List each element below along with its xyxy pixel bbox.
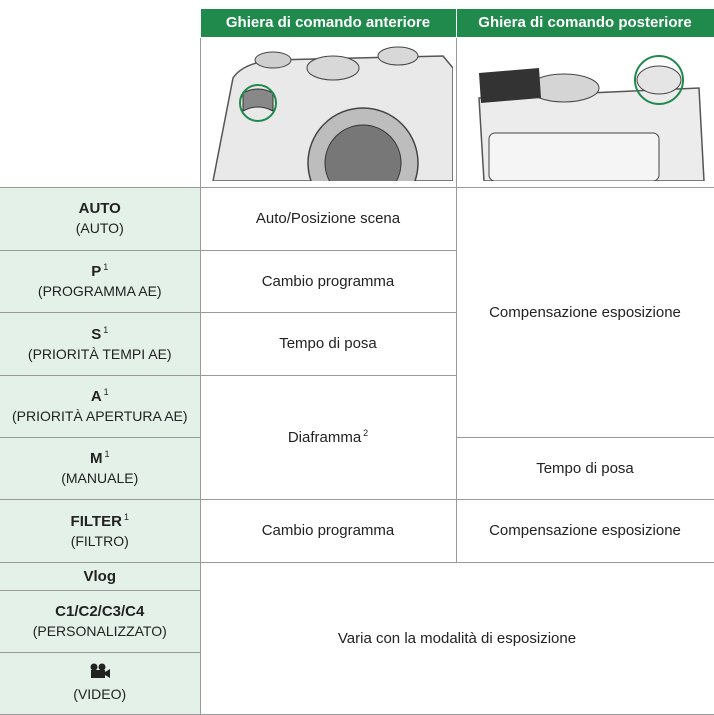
footnote-ref: 2 [363, 428, 369, 439]
front-dial-image [199, 37, 457, 219]
mode-name: S [91, 325, 102, 343]
mode-sub: (FILTRO) [70, 532, 129, 549]
mode-cell: FILTER 1 (FILTRO) [0, 499, 201, 564]
front-cell: Auto/Posizione scena [199, 187, 457, 252]
footnote-ref: 1 [103, 324, 109, 335]
mode-name: C1/C2/C3/C4 [55, 602, 145, 620]
mode-sub: (MANUALE) [61, 470, 139, 487]
footnote-ref: 1 [103, 387, 109, 397]
mode-cell: A 1 (PRIORITÀ APERTURA AE) [0, 375, 201, 439]
footnote-ref: 1 [123, 511, 129, 522]
mode-cell: P 1 (PROGRAMMA AE) [0, 250, 201, 314]
front-cell: Tempo di posa [199, 312, 457, 377]
mode-cell: S 1 (PRIORITÀ TEMPI AE) [0, 312, 201, 377]
rear-cell: Compensazione esposizione [455, 187, 714, 439]
mode-sub: (AUTO) [75, 220, 124, 237]
footnote-ref: 1 [104, 449, 110, 459]
footnote-ref: 1 [103, 262, 109, 272]
rear-cell: Compensazione esposizione [455, 499, 714, 564]
rear-dial-image [455, 37, 714, 189]
camera-front-illustration [212, 46, 454, 219]
column-header: Ghiera di comando anteriore [199, 8, 457, 38]
column-header: Ghiera di comando posteriore [455, 8, 714, 38]
mode-cell: (VIDEO) [0, 652, 201, 715]
mode-name: A [90, 388, 102, 405]
mode-sub: (PRIORITÀ TEMPI AE) [27, 345, 172, 362]
front-cell: Cambio programma [199, 250, 457, 314]
camera-rear-illustration [478, 55, 705, 182]
front-cell: Diaframma 2 [199, 375, 457, 501]
mode-name: P [91, 263, 102, 280]
front-cell: Cambio programma [199, 499, 457, 564]
mode-name: Vlog [83, 567, 117, 585]
mode-name: AUTO [78, 200, 121, 217]
mode-sub: (PROGRAMMA AE) [37, 283, 162, 300]
mode-sub: (PRIORITÀ APERTURA AE) [11, 408, 188, 425]
mode-cell: M 1 (MANUALE) [0, 437, 201, 501]
mode-cell: C1/C2/C3/C4 (PERSONALIZZATO) [0, 590, 201, 654]
mode-sub: (VIDEO) [73, 685, 127, 702]
mode-cell: Vlog [0, 562, 201, 592]
cell-text: Diaframma [287, 429, 362, 447]
mode-sub: (PERSONALIZZATO) [32, 622, 167, 639]
rear-cell: Tempo di posa [455, 437, 714, 501]
shared-cell: Varia con la modalità di esposizione [199, 562, 714, 715]
dial-table: Ghiera di comando anteriore Ghiera di co… [0, 8, 714, 715]
mode-name: FILTER [70, 512, 122, 530]
mode-name: M [89, 450, 103, 467]
video-icon [90, 663, 110, 678]
mode-cell: AUTO (AUTO) [0, 187, 201, 252]
